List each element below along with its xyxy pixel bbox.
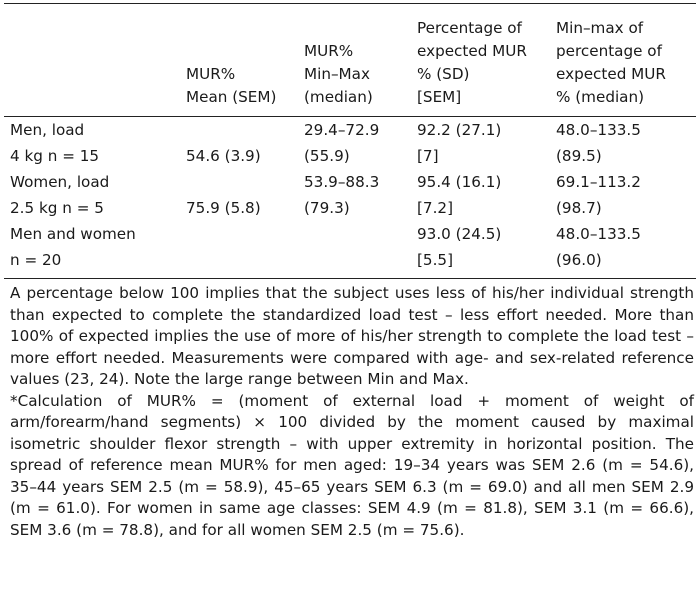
header-cell-row-label [4, 4, 180, 116]
table-cell [180, 221, 298, 247]
table-cell: Women, load [10, 173, 110, 191]
table-cell: 29.4–72.9 [304, 121, 380, 139]
table-cell: [7.2] [417, 199, 454, 217]
table-cell: 95.4 (16.1) [417, 173, 502, 191]
table-cell: (55.9) [304, 147, 350, 165]
header-cell-minmax-pct-expected: Min–max of percentage of expected MUR % … [556, 19, 666, 106]
table-cell: (79.3) [304, 199, 350, 217]
table-container: MUR% Mean (SEM) MUR% Min–Max (median) Pe… [4, 0, 696, 541]
table-cell: 92.2 (27.1) [417, 121, 502, 139]
table-row: Men and women 93.0 (24.5) 48.0–133.5 [4, 221, 696, 247]
table-cell [180, 169, 298, 195]
table-row: 4 kg n = 15 54.6 (3.9) (55.9) [7] (89.5) [4, 143, 696, 169]
table-row: Women, load 53.9–88.3 95.4 (16.1) 69.1–1… [4, 169, 696, 195]
table-cell: 69.1–113.2 [556, 173, 641, 191]
header-cell-mur-minmax: MUR% Min–Max (median) [304, 42, 373, 106]
table-cell: Men and women [10, 225, 136, 243]
table-cell: Men, load [10, 121, 85, 139]
table-cell: 53.9–88.3 [304, 173, 380, 191]
table-cell: 48.0–133.5 [556, 225, 641, 243]
table-cell: 2.5 kg n = 5 [10, 199, 104, 217]
table-row: n = 20 [5.5] (96.0) [4, 247, 696, 278]
header-row: MUR% Mean (SEM) MUR% Min–Max (median) Pe… [4, 4, 696, 116]
table-cell: 75.9 (5.8) [186, 199, 261, 217]
table-row: 2.5 kg n = 5 75.9 (5.8) (79.3) [7.2] (98… [4, 195, 696, 221]
footnote-paragraph: A percentage below 100 implies that the … [10, 284, 694, 388]
table-cell: (89.5) [556, 147, 602, 165]
mur-table: MUR% Mean (SEM) MUR% Min–Max (median) Pe… [4, 4, 696, 278]
table-cell [298, 247, 411, 278]
table-top-rule [4, 3, 696, 4]
table-cell [298, 221, 411, 247]
table-cell: (96.0) [556, 251, 602, 269]
footnote-paragraph: *Calculation of MUR% = (moment of extern… [10, 391, 694, 539]
table-cell: n = 20 [10, 251, 62, 269]
header-rule [4, 116, 696, 117]
table-cell [180, 247, 298, 278]
table-cell [180, 117, 298, 143]
table-cell: [5.5] [417, 251, 454, 269]
table-cell: 4 kg n = 15 [10, 147, 100, 165]
table-cell: 54.6 (3.9) [186, 147, 261, 165]
table-cell: [7] [417, 147, 439, 165]
table-bottom-rule [4, 278, 696, 279]
header-cell-mur-mean: MUR% Mean (SEM) [186, 65, 277, 106]
table-footnote: A percentage below 100 implies that the … [4, 279, 696, 541]
table-row: Men, load 29.4–72.9 92.2 (27.1) 48.0–133… [4, 117, 696, 143]
header-cell-pct-expected: Percentage of expected MUR % (SD) [SEM] [417, 19, 527, 106]
table-cell: 93.0 (24.5) [417, 225, 502, 243]
table-cell: 48.0–133.5 [556, 121, 641, 139]
table-cell: (98.7) [556, 199, 602, 217]
